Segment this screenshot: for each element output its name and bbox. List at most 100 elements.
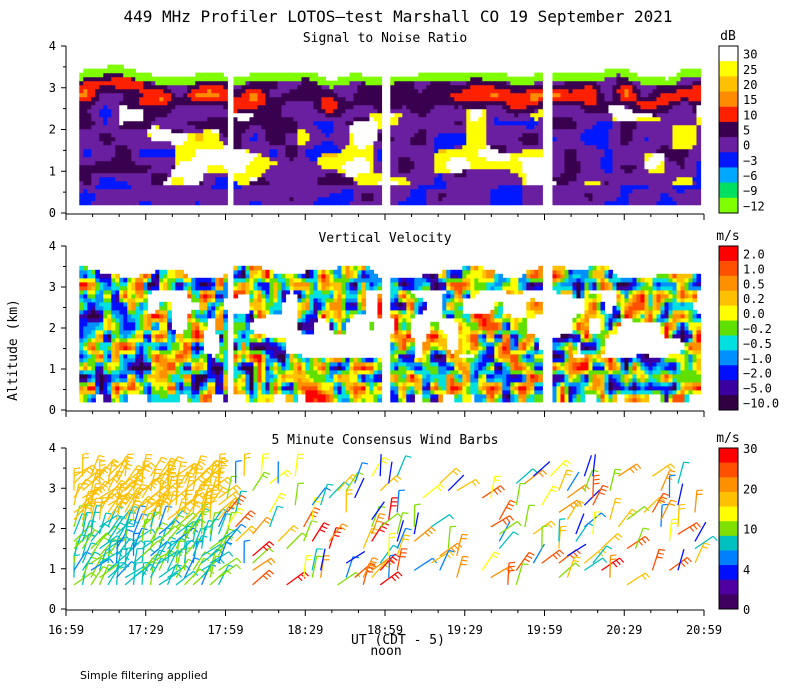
heatmap-cell [143, 192, 148, 198]
heatmap-cell [329, 196, 335, 202]
heatmap-cell [552, 184, 558, 190]
heatmap-cell [155, 124, 160, 130]
heatmap-cell [309, 100, 315, 106]
heatmap-cell [317, 168, 323, 174]
heatmap-cell [510, 156, 515, 162]
heatmap-cell [534, 100, 539, 106]
heatmap-cell [249, 180, 255, 186]
heatmap-cell [462, 92, 467, 98]
heatmap-cell [616, 72, 622, 78]
heatmap-cell [620, 128, 626, 134]
heatmap-cell [223, 168, 228, 174]
heatmap-cell [538, 112, 543, 118]
heatmap-cell [175, 148, 180, 154]
heatmap-cell [301, 152, 307, 158]
heatmap-cell [494, 196, 499, 202]
heatmap-cell [187, 116, 192, 122]
heatmap-cell [147, 148, 152, 154]
heatmap-cell [361, 88, 367, 94]
heatmap-cell [668, 108, 674, 114]
heatmap-cell [377, 76, 383, 82]
heatmap-cell [434, 76, 439, 82]
heatmap-cell [281, 184, 287, 190]
heatmap-cell [253, 76, 259, 82]
heatmap-cell [498, 140, 503, 146]
heatmap-cell [644, 148, 650, 154]
heatmap-cell [111, 196, 116, 202]
heatmap-cell [79, 381, 84, 387]
heatmap-cell [131, 80, 136, 86]
heatmap-cell [265, 116, 271, 122]
heatmap-cell [297, 160, 303, 166]
heatmap-cell [79, 277, 84, 283]
heatmap-cell [696, 200, 702, 206]
heatmap-cell [688, 92, 694, 98]
heatmap-cell [592, 184, 598, 190]
heatmap-cell [103, 120, 108, 126]
heatmap-cell [195, 96, 200, 102]
heatmap-cell [245, 136, 251, 142]
heatmap-cell [530, 184, 535, 190]
heatmap-cell [107, 80, 112, 86]
heatmap-cell [249, 92, 255, 98]
heatmap-cell [131, 132, 136, 138]
heatmap-cell [592, 72, 598, 78]
heatmap-cell [442, 116, 447, 122]
heatmap-cell [199, 100, 204, 106]
heatmap-cell [660, 180, 666, 186]
heatmap-cell [233, 144, 239, 150]
heatmap-cell [87, 180, 92, 186]
heatmap-cell [632, 164, 638, 170]
heatmap-cell [191, 80, 196, 86]
heatmap-cell [518, 128, 523, 134]
heatmap-cell [357, 96, 363, 102]
heatmap-cell [353, 164, 359, 170]
heatmap-cell [305, 100, 311, 106]
heatmap-cell [115, 180, 120, 186]
heatmap-cell [478, 184, 483, 190]
heatmap-cell [406, 120, 411, 126]
heatmap-cell [556, 164, 562, 170]
heatmap-cell [564, 184, 570, 190]
heatmap-cell [265, 144, 271, 150]
heatmap-cell [688, 84, 694, 90]
heatmap-cell [151, 200, 156, 206]
heatmap-cell [668, 76, 674, 82]
heatmap-cell [600, 168, 606, 174]
heatmap-cell [163, 156, 168, 162]
heatmap-cell [526, 76, 531, 82]
heatmap-cell [486, 116, 491, 122]
heatmap-cell [329, 168, 335, 174]
heatmap-cell [151, 120, 156, 126]
heatmap-cell [215, 148, 220, 154]
heatmap-cell [406, 168, 411, 174]
heatmap-cell [398, 168, 403, 174]
heatmap-cell [616, 172, 622, 178]
heatmap-cell [175, 176, 180, 182]
heatmap-cell [502, 136, 507, 142]
heatmap-cell [241, 152, 247, 158]
heatmap-cell [498, 88, 503, 94]
heatmap-cell [394, 140, 399, 146]
heatmap-cell [305, 112, 311, 118]
heatmap-cell [422, 148, 427, 154]
heatmap-cell [269, 80, 275, 86]
heatmap-cell [450, 104, 455, 110]
heatmap-cell [183, 144, 188, 150]
heatmap-cell [183, 196, 188, 202]
heatmap-cell [143, 156, 148, 162]
heatmap-cell [616, 160, 622, 166]
heatmap-cell [494, 96, 499, 102]
heatmap-cell [103, 112, 108, 118]
heatmap-cell [233, 200, 239, 206]
heatmap-cell [584, 144, 590, 150]
heatmap-cell [325, 156, 331, 162]
heatmap-cell [99, 168, 104, 174]
heatmap-cell [305, 180, 311, 186]
heatmap-cell [219, 176, 224, 182]
heatmap-cell [696, 172, 702, 178]
heatmap-cell [414, 168, 419, 174]
heatmap-cell [576, 120, 582, 126]
heatmap-cell [696, 92, 702, 98]
heatmap-cell [261, 104, 267, 110]
